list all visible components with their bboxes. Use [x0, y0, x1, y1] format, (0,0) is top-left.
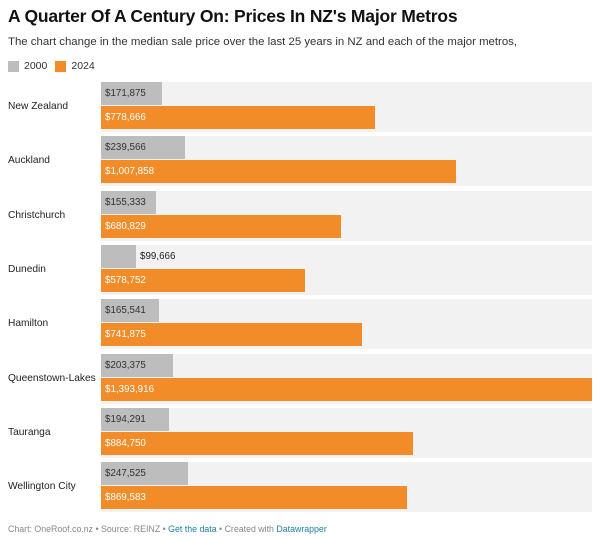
- value-label-2024: $778,666: [105, 112, 146, 123]
- footer-separator: •: [216, 524, 225, 534]
- category-label: Hamilton: [8, 318, 49, 330]
- bar-2000-dunedin: [101, 244, 136, 268]
- value-label-2000: $203,375: [105, 359, 146, 371]
- bar-2000-tauranga: [101, 407, 169, 431]
- category-label: Wellington City: [8, 481, 76, 493]
- bar-2024-christchurch: [101, 214, 341, 238]
- chart-row-hamilton: Hamilton $165,541 $741,875: [0, 299, 596, 350]
- legend-swatch-2024: [55, 60, 67, 72]
- value-label-2024: $1,393,916: [105, 383, 155, 395]
- legend-label-2024: 2024: [71, 60, 95, 72]
- bar-2024-auckland: [101, 160, 456, 184]
- legend-item-2000: 2000: [8, 60, 47, 72]
- value-label-2024: $869,583: [105, 492, 146, 504]
- value-label-2000: $239,566: [105, 142, 146, 154]
- value-label-2000: $155,333: [105, 196, 146, 208]
- value-label-2024: $741,875: [105, 329, 146, 341]
- bar-2024-wellington-city: [101, 486, 407, 510]
- footer-separator: •: [93, 524, 102, 534]
- category-label: New Zealand: [8, 101, 69, 112]
- chart-subtitle: The chart change in the median sale pric…: [8, 36, 518, 48]
- value-label-2000: $99,666: [140, 250, 176, 262]
- bar-2000-hamilton: [101, 299, 159, 323]
- bar-2024-tauranga: [101, 431, 413, 455]
- value-label-2024: $578,752: [105, 274, 146, 286]
- bar-2024-hamilton: [101, 323, 362, 347]
- bar-2000-wellington-city: [101, 462, 188, 486]
- datawrapper-link[interactable]: Datawrapper: [276, 524, 327, 534]
- bar-2000-christchurch: [101, 190, 156, 214]
- chart-footer: Chart: OneRoof.co.nz • Source: REINZ • G…: [8, 524, 327, 534]
- value-label-2000: $171,875: [105, 88, 146, 99]
- category-label: Christchurch: [8, 209, 66, 221]
- footer-chart-credit: Chart: OneRoof.co.nz: [8, 524, 94, 534]
- value-label-2000: $247,525: [105, 468, 146, 480]
- bar-2024-queenstown-lakes: [101, 377, 592, 401]
- bar-2000-new-zealand: [101, 82, 162, 105]
- value-label-2024: $1,007,858: [105, 166, 155, 178]
- legend-label-2000: 2000: [24, 60, 48, 72]
- chart-row-christchurch: Christchurch $155,333 $680,829: [0, 190, 596, 241]
- legend: 2000 2024: [8, 60, 103, 72]
- chart-row-new-zealand: New Zealand $171,875 $778,666: [0, 82, 596, 132]
- bar-2000-queenstown-lakes: [101, 353, 173, 377]
- chart-title: A Quarter Of A Century On: Prices In NZ'…: [8, 6, 458, 26]
- footer-source: Source: REINZ: [101, 524, 161, 534]
- chart-row-dunedin: Dunedin $99,666 $578,752: [0, 244, 596, 295]
- chart-row-wellington-city: Wellington City $247,525 $869,583: [0, 462, 596, 513]
- legend-item-2024: 2024: [55, 60, 95, 72]
- category-label: Dunedin: [8, 263, 46, 275]
- get-the-data-link[interactable]: Get the data: [168, 524, 217, 534]
- bar-2024-new-zealand: [101, 106, 375, 129]
- bar-2024-dunedin: [101, 268, 305, 292]
- footer-created-with: Created with: [224, 524, 277, 534]
- chart-row-queenstown-lakes: Queenstown-Lakes $203,375 $1,393,916: [0, 353, 596, 404]
- chart-row-auckland: Auckland $239,566 $1,007,858: [0, 136, 596, 187]
- category-label: Auckland: [8, 155, 50, 167]
- category-label: Queenstown-Lakes: [8, 372, 96, 384]
- legend-swatch-2000: [8, 60, 19, 72]
- value-label-2000: $194,291: [105, 413, 146, 425]
- category-label: Tauranga: [8, 426, 51, 438]
- footer-separator: •: [160, 524, 169, 534]
- bar-2000-auckland: [101, 136, 185, 160]
- value-label-2024: $680,829: [105, 220, 146, 232]
- chart-row-tauranga: Tauranga $194,291 $884,750: [0, 407, 596, 458]
- value-label-2024: $884,750: [105, 437, 146, 449]
- value-label-2000: $165,541: [105, 305, 146, 317]
- bar-chart: New Zealand $171,875 $778,666 Auckland $239,…: [0, 82, 596, 513]
